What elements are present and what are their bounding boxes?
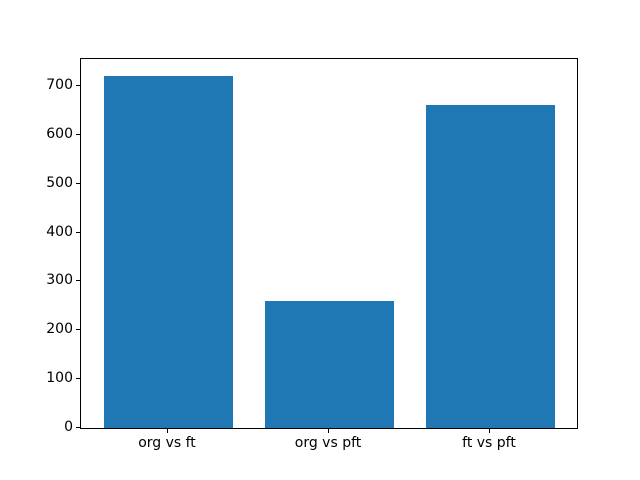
- y-tick-mark: [76, 329, 80, 330]
- y-tick-mark: [76, 232, 80, 233]
- bar: [265, 301, 394, 428]
- x-tick-label: org vs ft: [138, 435, 196, 451]
- y-tick-mark: [76, 378, 80, 379]
- y-tick-label: 400: [46, 224, 73, 240]
- y-tick-label: 600: [46, 126, 73, 142]
- y-tick-mark: [76, 134, 80, 135]
- y-tick-mark: [76, 280, 80, 281]
- x-tick-mark: [489, 429, 490, 433]
- y-tick-label: 100: [46, 370, 73, 386]
- x-tick-label: org vs pft: [294, 435, 362, 451]
- y-tick-label: 500: [46, 175, 73, 191]
- x-tick-mark: [167, 429, 168, 433]
- y-tick-label: 200: [46, 321, 73, 337]
- y-tick-mark: [76, 183, 80, 184]
- y-tick-mark: [76, 85, 80, 86]
- x-tick-label: ft vs pft: [462, 435, 516, 451]
- y-tick-label: 700: [46, 77, 73, 93]
- bar: [426, 105, 555, 428]
- y-tick-mark: [76, 427, 80, 428]
- y-tick-label: 0: [64, 419, 73, 435]
- plot-area: [80, 58, 578, 429]
- x-tick-mark: [328, 429, 329, 433]
- y-tick-label: 300: [46, 272, 73, 288]
- bar: [104, 76, 233, 428]
